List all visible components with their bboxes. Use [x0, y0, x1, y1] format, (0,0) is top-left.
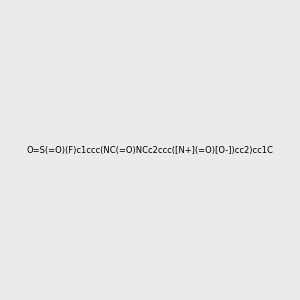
Text: O=S(=O)(F)c1ccc(NC(=O)NCc2ccc([N+](=O)[O-])cc2)cc1C: O=S(=O)(F)c1ccc(NC(=O)NCc2ccc([N+](=O)[O…	[27, 146, 273, 154]
